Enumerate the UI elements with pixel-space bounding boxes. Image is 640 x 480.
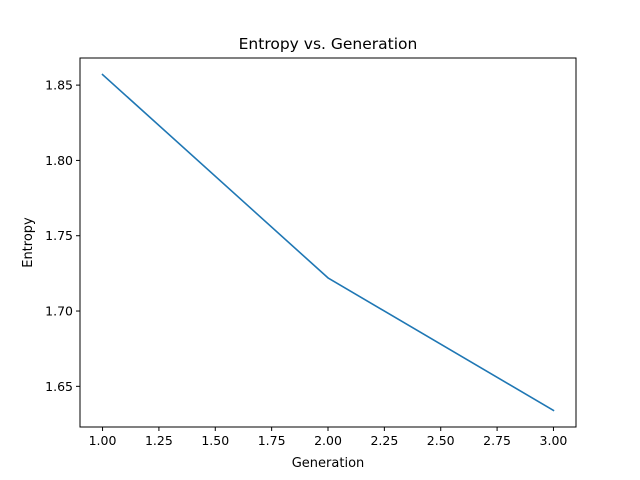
y-tick-label: 1.80 [45,153,73,168]
series-line-0 [101,73,555,412]
x-tick-label: 1.25 [145,433,173,448]
x-tick-label: 2.50 [427,433,455,448]
y-tick-label: 1.70 [45,304,73,319]
plot-area: 1.00 1.25 1.50 1.75 2.00 2.25 2.50 2.75 3.00 1.65… [45,73,568,448]
y-tick-label: 1.75 [45,228,73,243]
axes-frame [79,57,577,428]
x-tick-label: 2.00 [314,433,342,448]
x-tick-label: 1.75 [258,433,286,448]
x-tick-label: 1.50 [201,433,229,448]
x-tick-label: 2.75 [483,433,511,448]
x-axis-label: Generation [292,456,365,471]
x-tick-label: 3.00 [540,433,568,448]
x-tick-label: 1.00 [89,433,117,448]
y-tick-label: 1.85 [45,78,73,93]
chart-title: Entropy vs. Generation [239,35,418,53]
x-tick-label: 2.25 [370,433,398,448]
y-axis-label: Entropy [21,217,36,268]
y-tick-label: 1.65 [45,379,73,394]
